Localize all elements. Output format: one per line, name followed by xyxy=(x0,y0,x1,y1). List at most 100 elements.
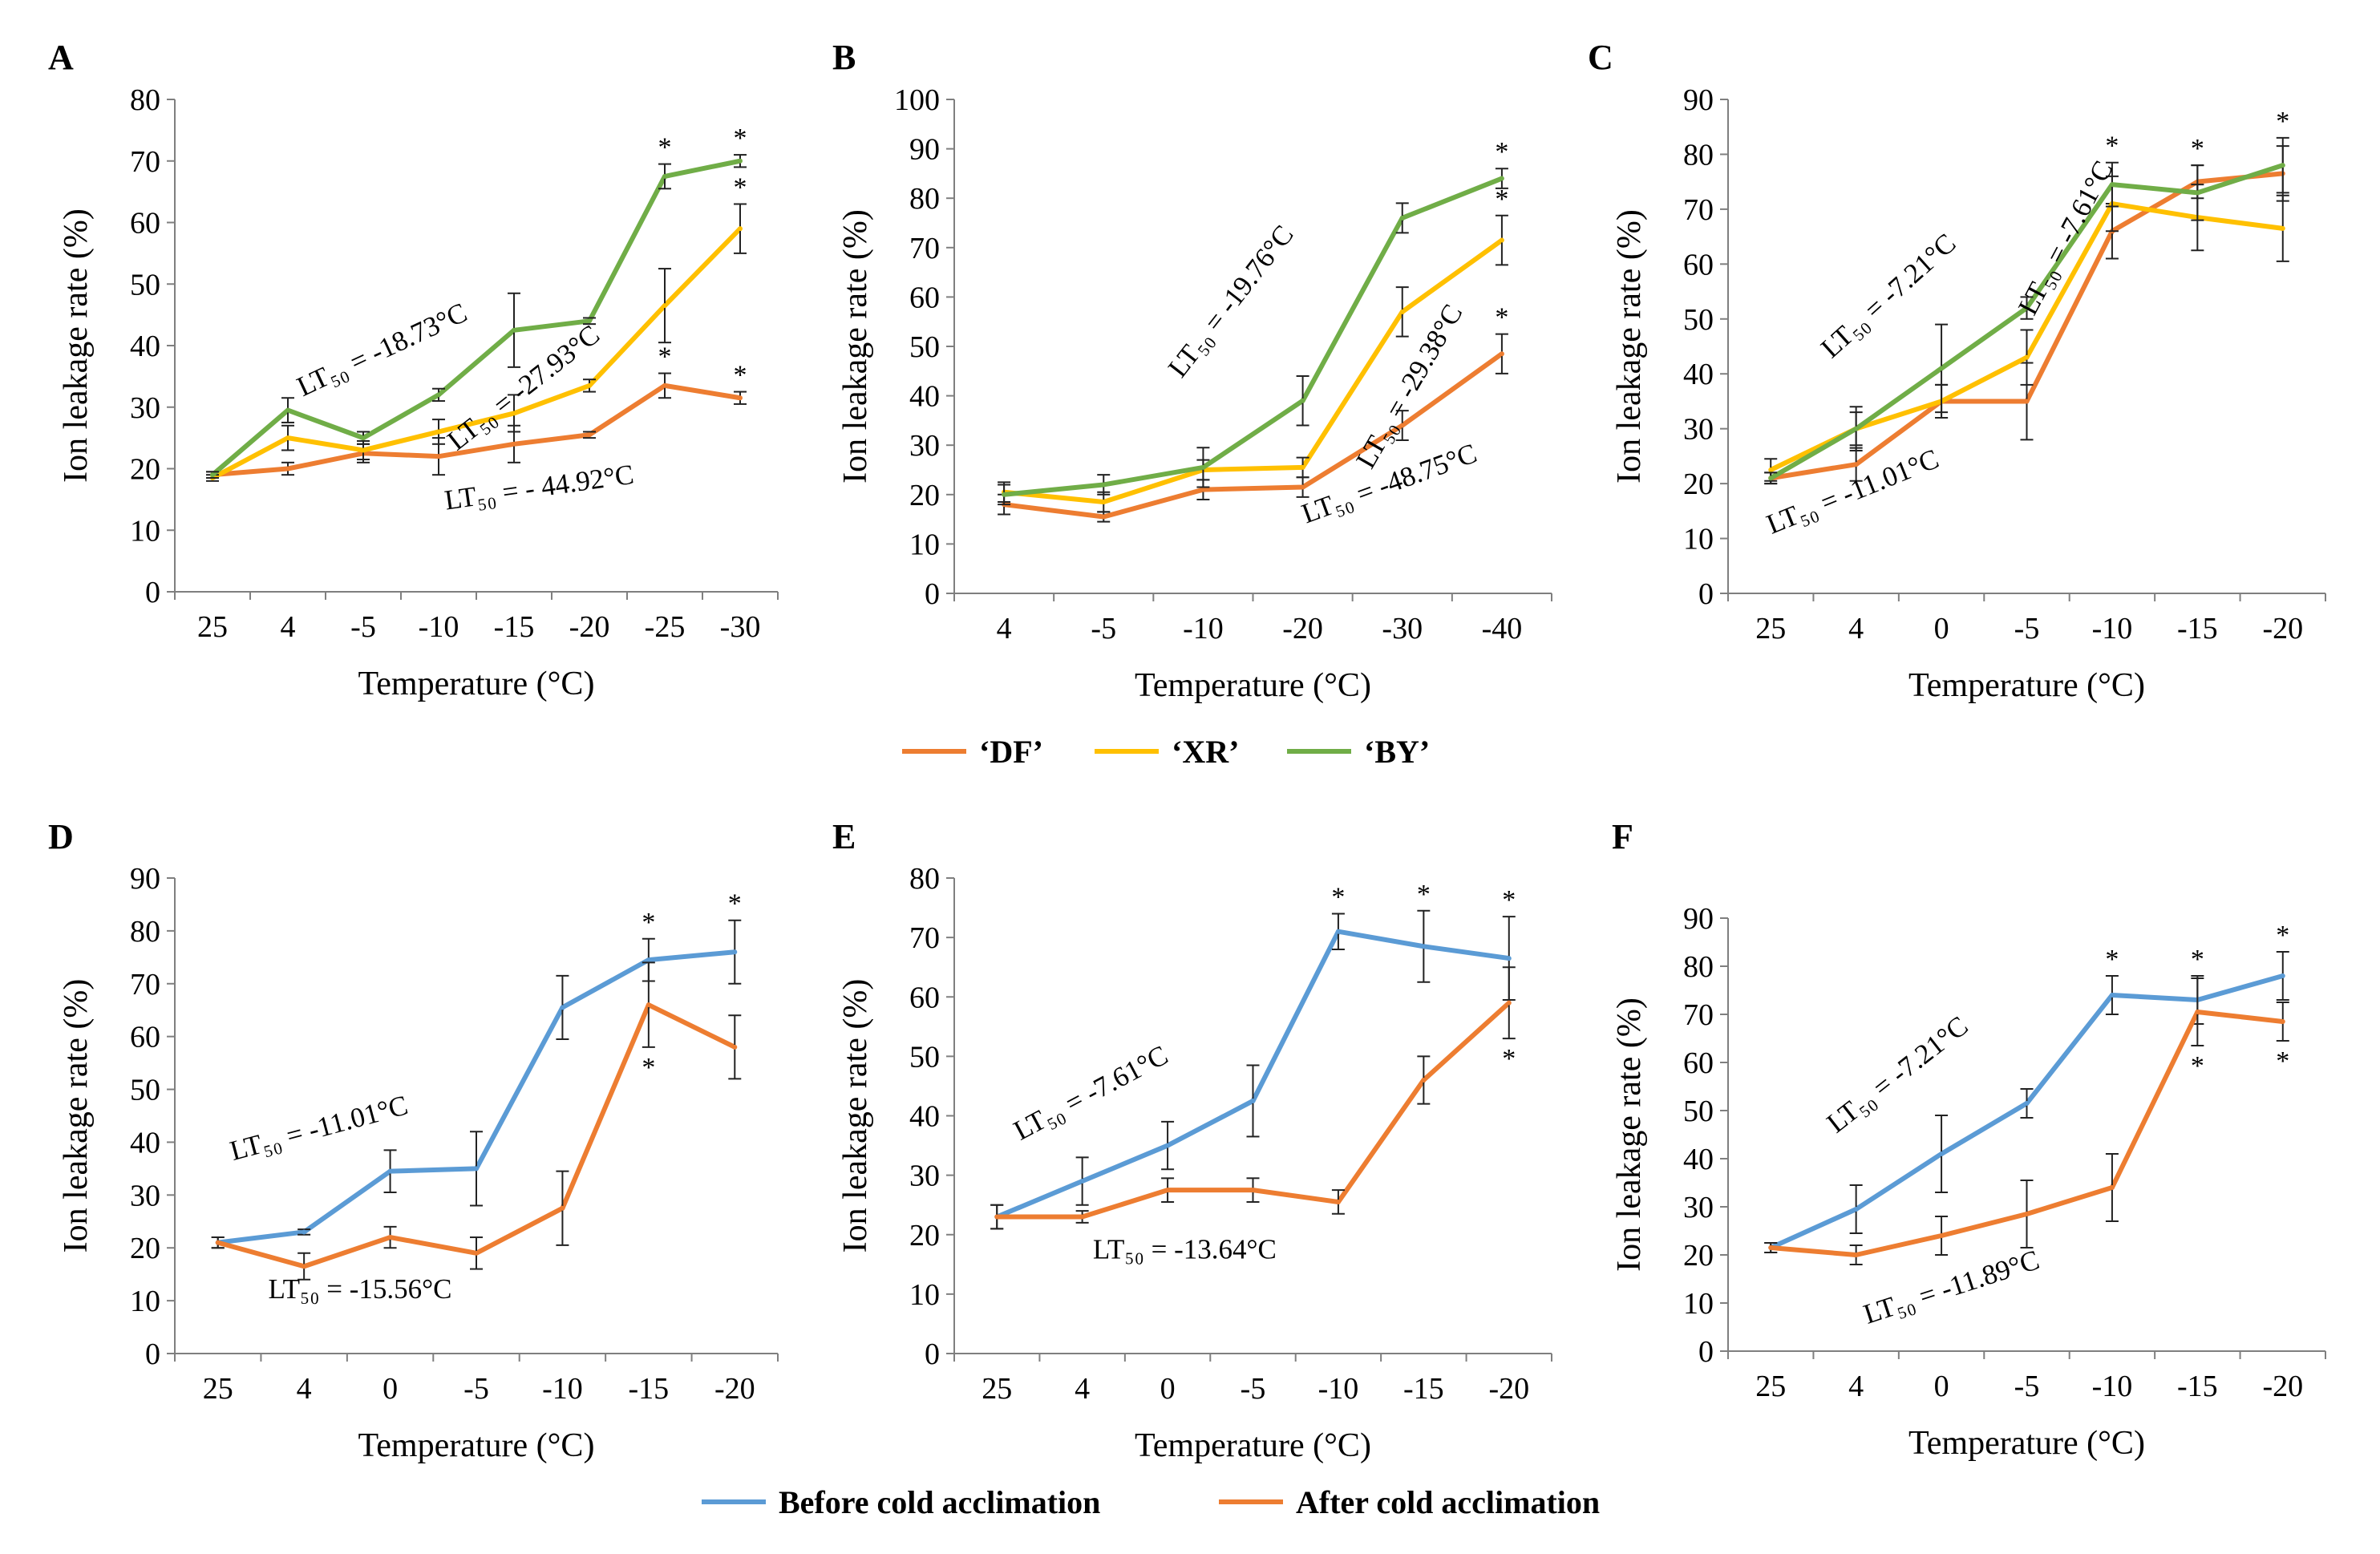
y-tick-label: 10 xyxy=(130,514,160,548)
x-tick-label: 0 xyxy=(382,1372,398,1406)
x-tick-label: 4 xyxy=(1848,1370,1864,1403)
chart-panel-A: A 0 10 20 30 40 50 60 70 80 25 4 -5 -10 -15 -20 -25 -30 Te… xyxy=(48,38,779,702)
y-axis-title: Ion leakage rate (%) xyxy=(837,209,874,484)
data-point xyxy=(738,158,743,164)
x-axis-title: Temperature (°C) xyxy=(1135,1427,1371,1464)
data-point xyxy=(1079,1179,1085,1184)
significance-star: * xyxy=(734,123,747,153)
y-tick-label: 40 xyxy=(130,330,160,363)
data-point xyxy=(1250,1188,1256,1193)
panel-letter: F xyxy=(1612,817,1633,856)
y-tick-label: 90 xyxy=(1683,902,1714,936)
significance-star: * xyxy=(734,172,747,202)
data-point xyxy=(1002,492,1007,497)
panel-letter: D xyxy=(48,817,74,856)
significance-star: * xyxy=(2276,107,2289,136)
data-point xyxy=(1499,351,1504,357)
x-tick-label: -20 xyxy=(569,610,610,644)
data-point xyxy=(587,432,592,438)
y-axis-title: Ion leakage rate (%) xyxy=(58,208,95,483)
x-axis-title: Temperature (°C) xyxy=(358,666,595,702)
data-point xyxy=(646,957,651,963)
y-tick-label: 20 xyxy=(1683,1239,1714,1273)
chart-panel-B: B 0 10 20 30 40 50 60 70 80 90 100 4 -5 -10 -20 -30 -40 Te… xyxy=(832,38,1552,704)
y-tick-label: 60 xyxy=(1683,1046,1714,1080)
data-point xyxy=(2109,993,2115,998)
data-point xyxy=(1165,1143,1171,1148)
panel-letter: B xyxy=(832,38,856,77)
data-point xyxy=(361,435,366,441)
legend-label-after: After cold acclimation xyxy=(1296,1484,1600,1520)
y-tick-label: 10 xyxy=(909,528,940,561)
data-point xyxy=(512,411,516,416)
y-tick-label: 30 xyxy=(1683,413,1714,447)
y-tick-label: 80 xyxy=(909,182,940,216)
lt50-annotation: LT₅₀ = -11.89°C xyxy=(1860,1244,2043,1329)
lt50-annotation: LT₅₀ = -19.76°C xyxy=(1162,219,1300,382)
significance-star: * xyxy=(728,889,742,919)
y-tick-label: 50 xyxy=(1683,303,1714,337)
x-tick-label: 4 xyxy=(297,1372,312,1406)
x-tick-label: -20 xyxy=(2262,1370,2303,1403)
x-tick-label: -5 xyxy=(463,1372,489,1406)
significance-star: * xyxy=(2105,132,2119,161)
y-tick-label: 40 xyxy=(909,380,940,414)
data-point xyxy=(2024,399,2030,404)
series-XR: * xyxy=(206,172,747,482)
y-tick-label: 0 xyxy=(925,577,940,611)
data-point xyxy=(1853,1253,1859,1257)
panel-letter: A xyxy=(48,38,74,77)
x-tick-label: 0 xyxy=(1934,1370,1949,1403)
data-point xyxy=(1200,464,1206,470)
data-point xyxy=(1399,423,1405,428)
x-tick-label: 4 xyxy=(281,610,296,644)
data-point xyxy=(1768,467,1774,472)
legend-label-BY: ‘BY’ xyxy=(1364,734,1430,770)
series-BY: * xyxy=(998,137,1508,506)
data-point xyxy=(474,1166,479,1172)
y-tick-label: 60 xyxy=(130,207,160,241)
series-line-XR xyxy=(211,227,743,480)
lt50-annotation: LT₅₀ = - 44.92°C xyxy=(443,459,636,516)
x-tick-label: 25 xyxy=(197,610,228,644)
data-point xyxy=(1499,176,1504,181)
data-point xyxy=(1499,237,1504,243)
x-tick-label: -20 xyxy=(1282,612,1323,645)
x-tick-label: -10 xyxy=(1318,1372,1359,1406)
x-tick-label: -5 xyxy=(350,610,376,644)
y-tick-label: 100 xyxy=(894,83,940,117)
x-tick-label: 4 xyxy=(997,612,1012,645)
y-tick-label: 40 xyxy=(909,1100,940,1134)
data-point xyxy=(662,303,667,309)
legend-label-XR: ‘XR’ xyxy=(1172,734,1239,770)
significance-star: * xyxy=(2191,1051,2204,1081)
series-after: * xyxy=(211,961,742,1281)
data-point xyxy=(1853,462,1859,467)
y-tick-label: 80 xyxy=(1683,950,1714,984)
y-tick-label: 10 xyxy=(909,1278,940,1312)
data-point xyxy=(1768,1245,1774,1250)
data-point xyxy=(1768,476,1774,481)
y-tick-label: 30 xyxy=(130,391,160,425)
y-tick-label: 50 xyxy=(130,1074,160,1107)
x-tick-label: -30 xyxy=(720,610,761,644)
x-tick-label: 25 xyxy=(203,1372,233,1406)
data-point xyxy=(2024,1101,2030,1106)
data-point xyxy=(2280,1019,2285,1024)
x-tick-label: -25 xyxy=(645,610,686,644)
x-tick-label: -10 xyxy=(2092,1370,2133,1403)
data-point xyxy=(732,949,738,955)
data-point xyxy=(1165,1188,1171,1193)
significance-star: * xyxy=(642,908,655,937)
data-point xyxy=(2195,190,2200,196)
data-point xyxy=(1300,398,1305,403)
data-point xyxy=(1335,929,1341,934)
y-tick-label: 40 xyxy=(130,1126,160,1159)
data-point xyxy=(1853,1207,1859,1212)
data-point xyxy=(361,447,366,453)
data-point xyxy=(285,435,290,441)
